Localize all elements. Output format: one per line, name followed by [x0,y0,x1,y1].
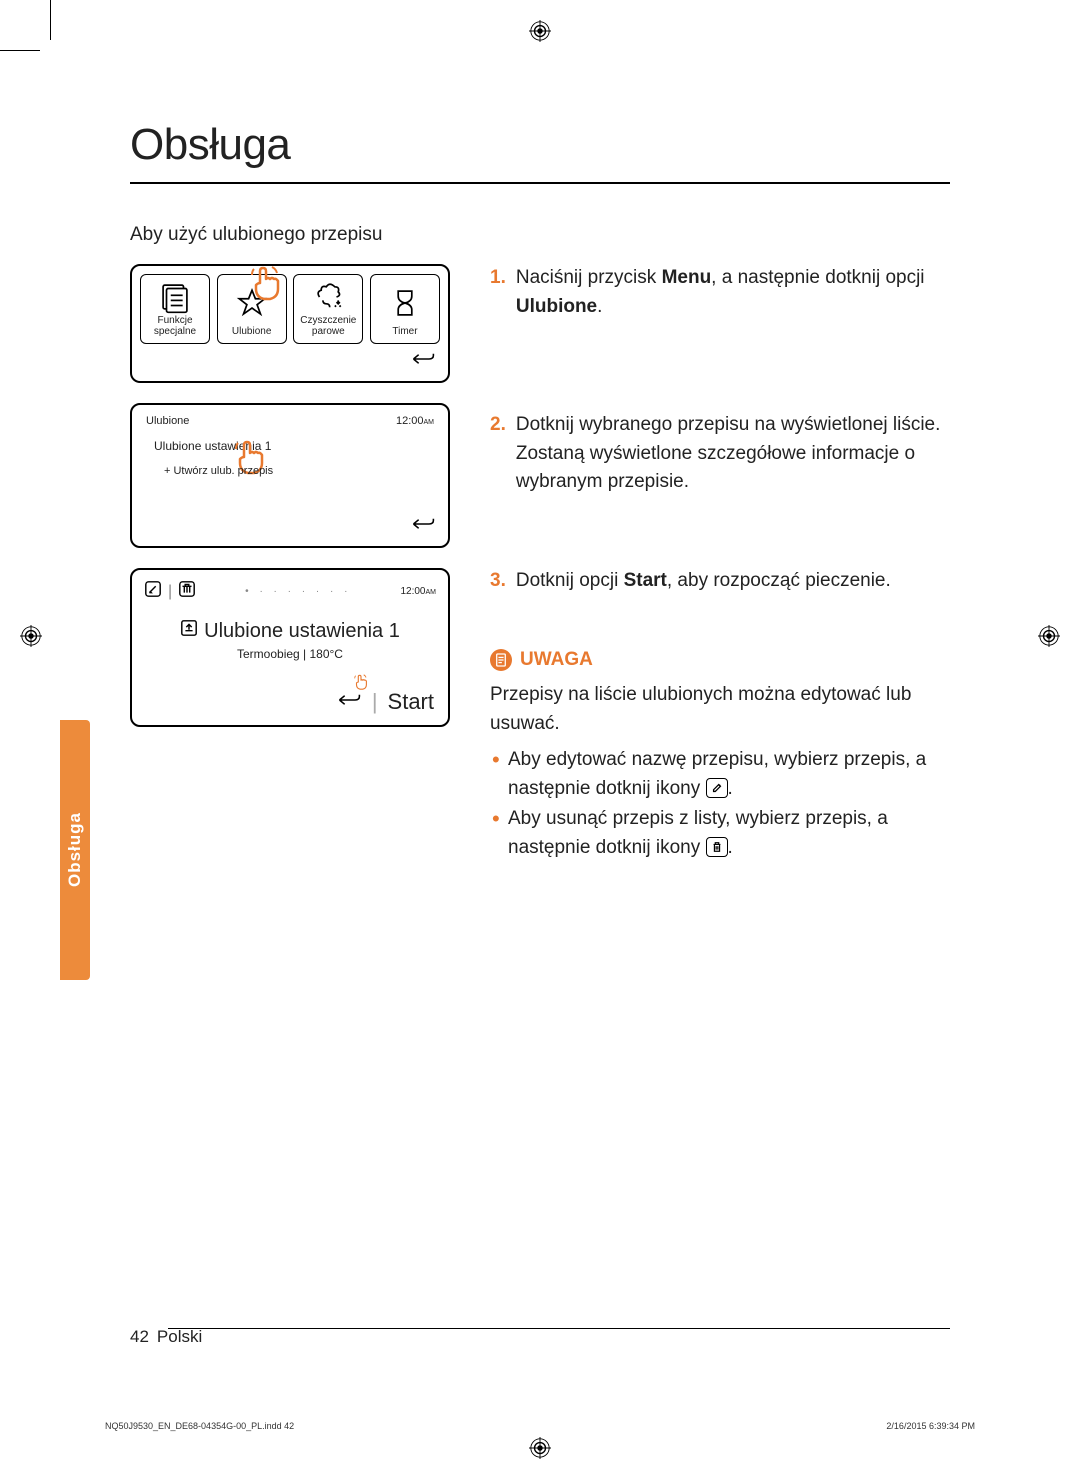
back-icon[interactable] [336,689,362,715]
screen-favorites-list: Ulubione 12:00AM Ulubione ustawienia 1 +… [130,403,450,548]
menu-button-label: Timer [392,326,417,337]
favorite-title: Ulubione ustawienia 1 [204,620,400,643]
step-2: 2. Dotknij wybranego przepisu na wyświet… [490,411,950,497]
back-icon[interactable] [410,515,436,538]
list-item[interactable]: Ulubione ustawienia 1 [140,433,440,459]
screen-menu: Funkcje specjalne Ulubione [130,264,450,383]
registration-mark-icon [529,20,551,42]
page-number: 42Polski [130,1327,202,1347]
footer-rule [168,1328,950,1329]
note-block: UWAGA Przepisy na liście ulubionych możn… [490,649,950,862]
page-title: Obsługa [130,120,950,184]
registration-mark-icon [529,1437,551,1459]
screen-time: 12:00AM [400,586,436,597]
step-text: Dotknij wybranego przepisu na wyświetlon… [516,411,950,497]
note-label: UWAGA [520,649,593,671]
step-number: 3. [490,567,506,596]
trash-icon[interactable] [178,580,196,603]
menu-button-label: Ulubione [232,326,271,337]
step-1: 1. Naciśnij przycisk Menu, a następnie d… [490,264,950,321]
screen-time: 12:00AM [396,415,434,427]
note-intro: Przepisy na liście ulubionych można edyt… [490,681,950,738]
menu-button-steam-clean[interactable]: Czyszczenie parowe [293,274,363,344]
edit-icon[interactable] [144,580,162,603]
list-item-label: + Utwórz ulub. przepis [164,465,273,477]
menu-button-label: Czyszczenie parowe [296,315,360,337]
step-text: Naciśnij przycisk Menu, a następnie dotk… [516,264,950,321]
edit-icon [706,778,728,798]
favorite-save-icon [180,619,198,643]
side-tab-label: Obsługa [65,812,85,887]
page-dots: • · · · · · · · [202,586,394,597]
list-icon [158,279,192,315]
list-item[interactable]: + Utwórz ulub. przepis [140,459,440,483]
registration-mark-icon [1038,625,1060,647]
favorite-subtitle: Termoobieg | 180°C [140,647,440,661]
hourglass-icon [388,279,422,326]
step-number: 2. [490,411,506,497]
back-icon[interactable] [410,350,436,373]
footer-filename: NQ50J9530_EN_DE68-04354G-00_PL.indd 42 [105,1421,294,1431]
section-subheading: Aby użyć ulubionego przepisu [130,224,950,246]
step-text: Dotknij opcji Start, aby rozpocząć piecz… [516,567,891,596]
side-tab: Obsługa [60,720,90,980]
menu-button-timer[interactable]: Timer [370,274,440,344]
menu-button-favorites[interactable]: Ulubione [217,274,287,344]
footer-timestamp: 2/16/2015 6:39:34 PM [886,1421,975,1431]
step-number: 1. [490,264,506,321]
registration-mark-icon [20,625,42,647]
screen-title: Ulubione [146,415,189,427]
note-item: Aby usunąć przepis z listy, wybierz prze… [490,805,950,862]
crop-mark [0,50,40,51]
steam-icon [311,279,345,315]
crop-mark [50,0,51,40]
note-item: Aby edytować nazwę przepisu, wybierz prz… [490,746,950,803]
list-item-label: Ulubione ustawienia 1 [154,439,271,453]
screen-favorite-detail: | • · · · · · · · 12:00AM Ulubione ustaw… [130,568,450,727]
menu-button-label: Funkcje specjalne [143,315,207,337]
note-icon [490,649,512,671]
step-3: 3. Dotknij opcji Start, aby rozpocząć pi… [490,567,950,596]
start-button[interactable]: Start [388,689,434,715]
trash-icon [706,837,728,857]
star-icon [235,279,269,326]
menu-button-special-functions[interactable]: Funkcje specjalne [140,274,210,344]
